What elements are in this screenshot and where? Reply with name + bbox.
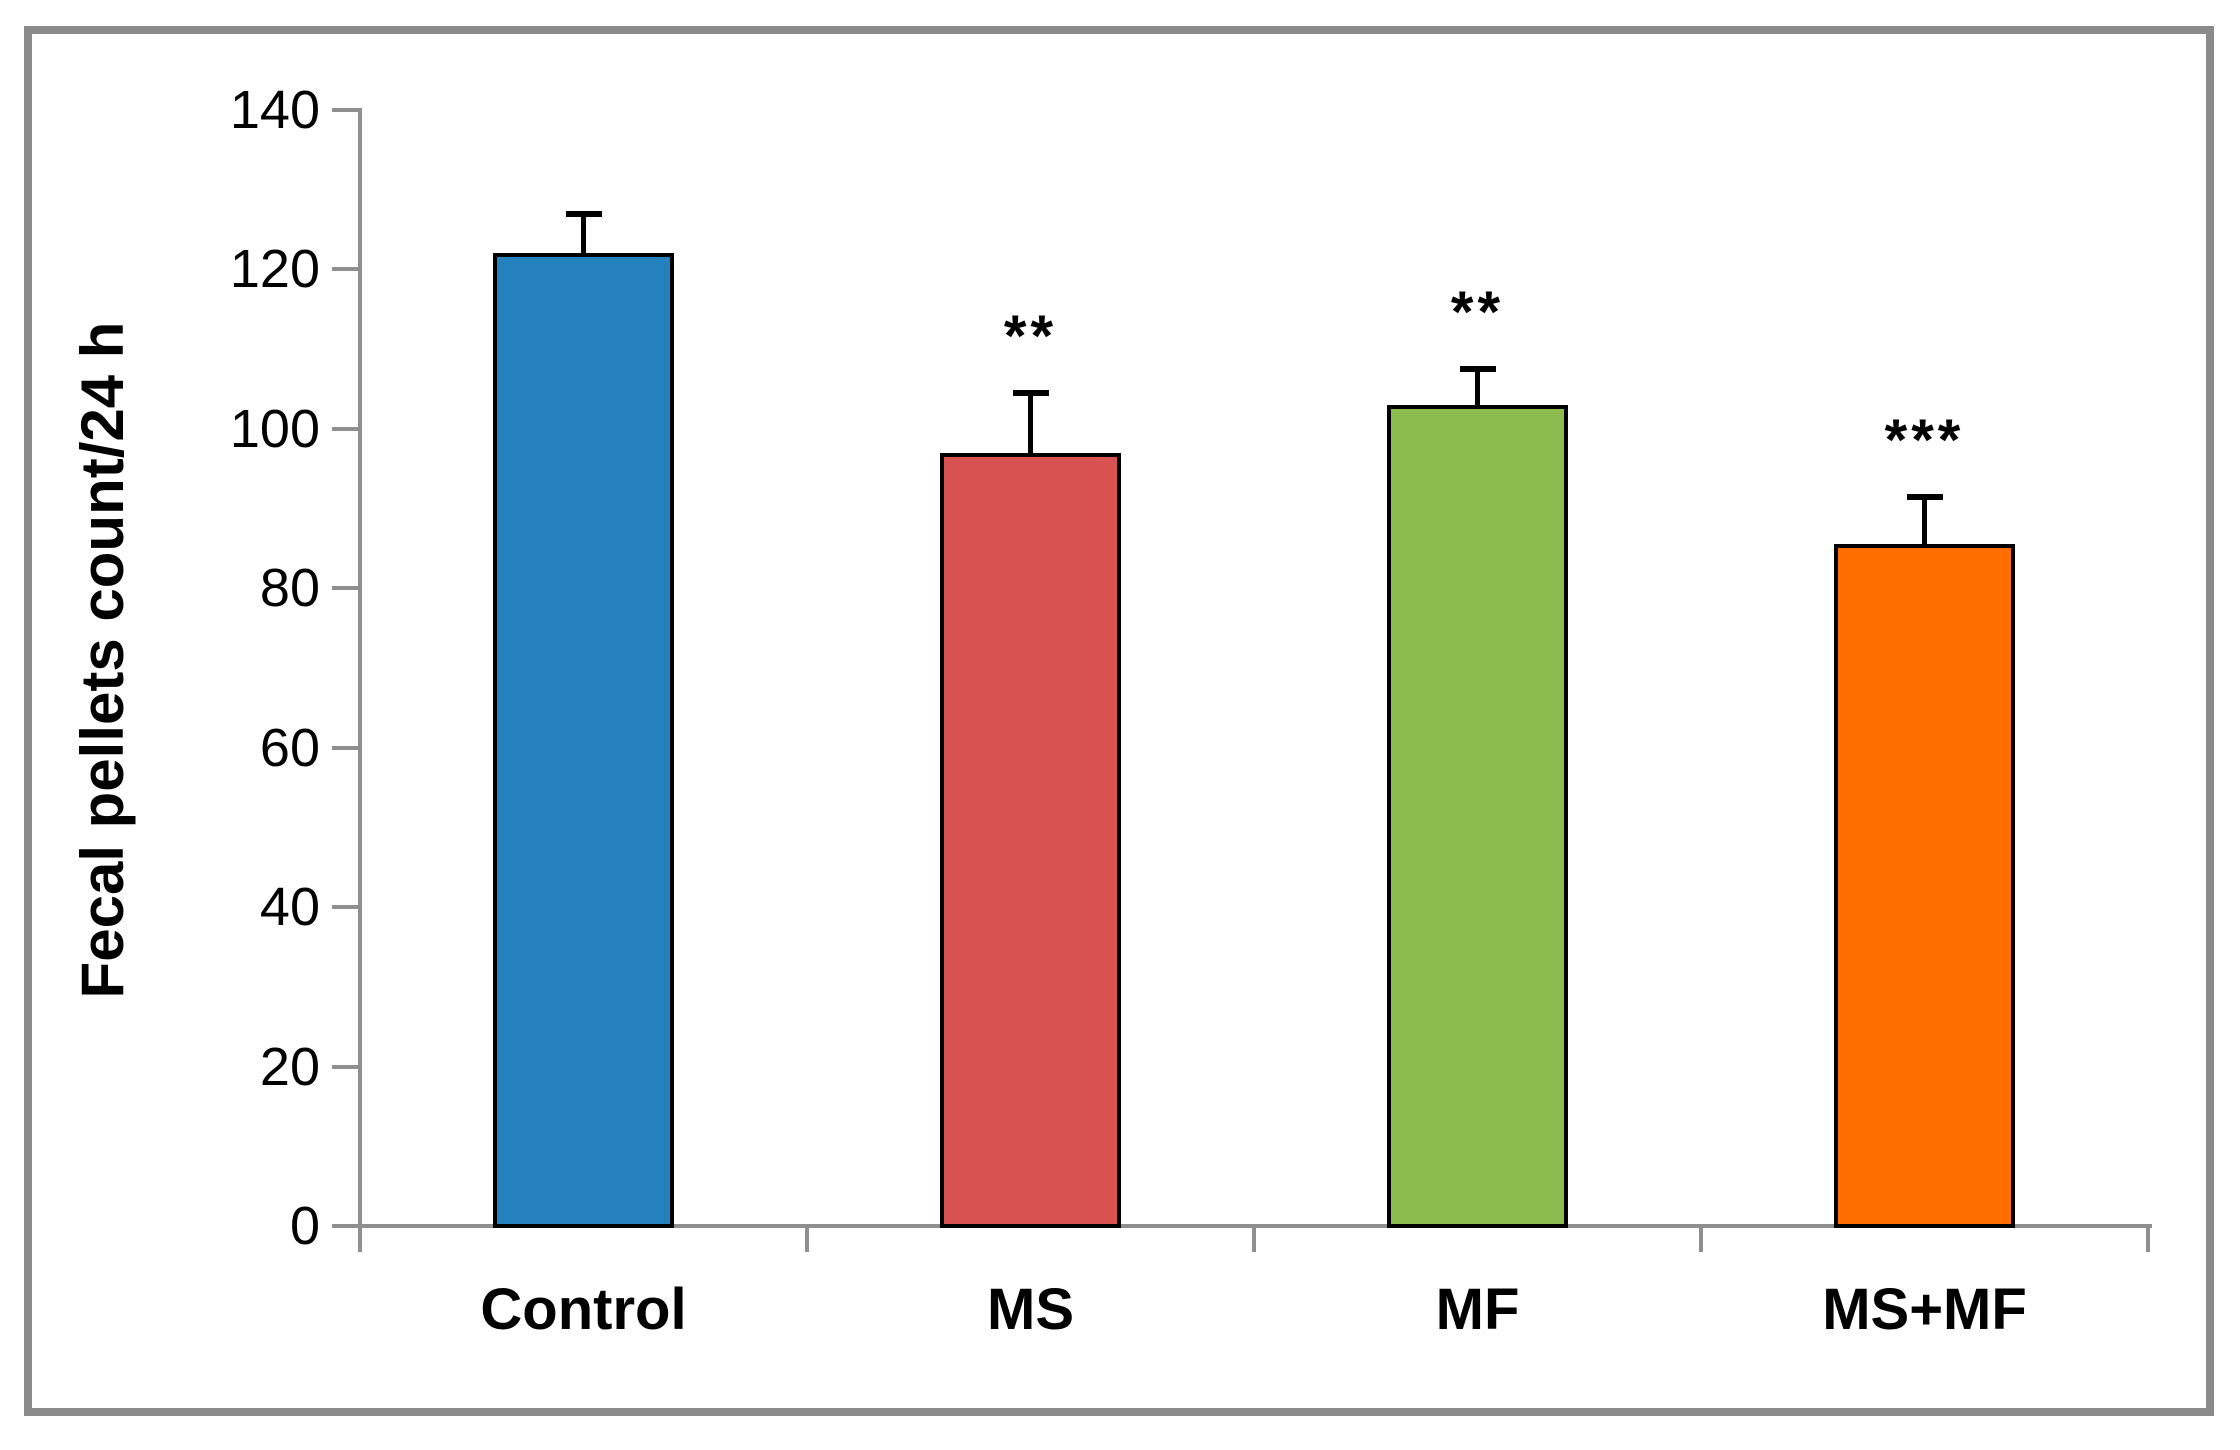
error-bar-line bbox=[581, 213, 586, 254]
error-bar-cap bbox=[1012, 389, 1049, 396]
y-axis-tick bbox=[332, 1064, 358, 1069]
error-bar-cap bbox=[1459, 366, 1496, 373]
bar-mf bbox=[1387, 404, 1568, 1228]
error-bar-line bbox=[1475, 369, 1480, 405]
y-axis-tick bbox=[332, 905, 358, 910]
y-axis-tick-label: 0 bbox=[289, 1196, 320, 1256]
x-axis-category-label: MF bbox=[1435, 1277, 1520, 1342]
x-axis-category-label: MS+MF bbox=[1822, 1277, 2027, 1342]
bar-ms-mf bbox=[1834, 544, 2015, 1228]
y-axis-tick bbox=[332, 267, 358, 272]
x-axis-tick bbox=[2146, 1226, 2150, 1252]
error-bar-cap bbox=[1906, 493, 1943, 500]
y-axis-tick bbox=[332, 586, 358, 591]
error-bar-line bbox=[1028, 392, 1033, 453]
error-bar-line bbox=[1922, 496, 1927, 545]
y-axis-tick-label: 40 bbox=[259, 877, 320, 938]
y-axis-line bbox=[358, 108, 362, 1228]
bar-ms bbox=[940, 452, 1121, 1228]
error-bar-cap bbox=[565, 210, 602, 217]
significance-marker: ** bbox=[1450, 280, 1505, 346]
y-axis-tick-label: 60 bbox=[259, 717, 320, 778]
y-axis-tick bbox=[332, 745, 358, 750]
y-axis-tick bbox=[332, 1224, 358, 1228]
y-axis-tick bbox=[332, 108, 358, 112]
y-axis-tick-label: 120 bbox=[229, 239, 320, 300]
y-axis-tick-label: 20 bbox=[259, 1036, 320, 1097]
y-axis-tick-label: 100 bbox=[229, 398, 320, 459]
x-axis-tick bbox=[805, 1226, 809, 1252]
significance-marker: ** bbox=[1003, 303, 1058, 369]
bar-control bbox=[493, 253, 674, 1228]
y-axis-tick-label: 140 bbox=[229, 80, 320, 140]
x-axis-category-label: MS bbox=[987, 1277, 1074, 1342]
x-axis-tick bbox=[1252, 1226, 1256, 1252]
y-axis-tick bbox=[332, 426, 358, 431]
x-axis-category-label: Control bbox=[480, 1277, 687, 1342]
x-axis-tick bbox=[358, 1226, 362, 1252]
y-axis-tick-label: 80 bbox=[259, 558, 320, 619]
x-axis-tick bbox=[1699, 1226, 1703, 1252]
significance-marker: *** bbox=[1884, 407, 1965, 473]
